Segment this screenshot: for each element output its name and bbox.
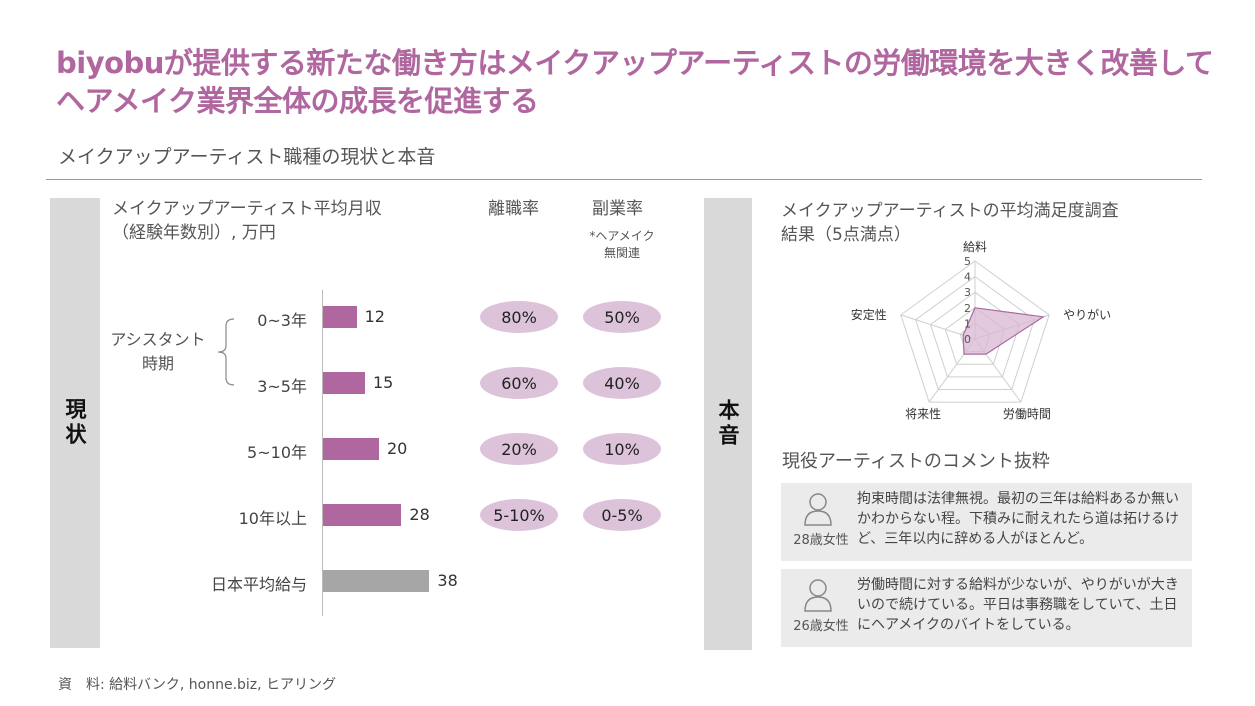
bar-value-label: 20 [387, 439, 408, 458]
turnover-rate-pill: 20% [480, 433, 558, 465]
current-status-label: 現状 [63, 398, 87, 448]
category-label: 3~5年 [257, 377, 307, 396]
person-icon [804, 579, 832, 612]
page-title: biyobuが提供する新たな働き方はメイクアップアーティストの労働環境を大きく改… [56, 46, 1214, 118]
category-label: 5~10年 [247, 443, 307, 462]
comment-card: 26歳女性 労働時間に対する給料が少ないが、やりがいが大きいので続けている。平日… [781, 569, 1192, 647]
true-feelings-label-box: 本音 [704, 198, 752, 650]
category-label: 日本平均給与 [210, 575, 307, 594]
source-note: 資 料: 給料バンク, honne.biz, ヒアリング [58, 677, 337, 693]
income-bar [323, 570, 430, 592]
turnover-header: 離職率 [488, 199, 539, 219]
comment-author: 26歳女性 [793, 619, 849, 634]
comment-text: 労働時間に対する給料が少ないが、やりがいが大きいので続けている。平日は事務職をし… [857, 577, 1179, 633]
assistant-period-label: アシスタント 時期 [110, 330, 206, 373]
bar-axis [322, 290, 323, 616]
bar-value-label: 12 [364, 307, 385, 326]
category-label: 10年以上 [238, 509, 307, 528]
radar-axis-label: 労働時間 [1003, 407, 1051, 421]
comments-header: 現役アーティストのコメント抜粋 [782, 451, 1050, 472]
radar-series-area [962, 307, 1045, 355]
comment-text: 拘束時間は法律無視。最初の三年は給料あるか無いかわからない程。下積みに耐えれたら… [857, 491, 1179, 547]
income-bar [323, 306, 357, 328]
radar-tick-label: 3 [964, 286, 971, 299]
radar-tick-label: 4 [964, 271, 971, 284]
sidejob-rate-pill: 40% [583, 367, 661, 399]
radar-grid-ring [900, 260, 1050, 403]
radar-tick-label: 5 [964, 255, 971, 268]
divider [46, 179, 1202, 180]
bar-value-label: 28 [409, 505, 430, 524]
survey-header: メイクアップアーティストの平均満足度調査 結果（5点満点） [781, 201, 1119, 245]
sidejob-header: 副業率 [592, 199, 643, 219]
category-label: 0~3年 [257, 311, 307, 330]
turnover-rate-pill: 5-10% [480, 499, 558, 531]
income-bar [323, 372, 365, 394]
sidejob-rate-pill: 0-5% [583, 499, 661, 531]
comment-card: 28歳女性 拘束時間は法律無視。最初の三年は給料あるか無いかわからない程。下積み… [781, 483, 1192, 561]
radar-axis-label: やりがい [1063, 307, 1111, 322]
radar-tick-label: 1 [964, 317, 971, 330]
income-header: メイクアップアーティスト平均月収 （経験年数別）, 万円 [112, 199, 382, 243]
radar-grid-ring [915, 275, 1035, 390]
radar-axis-label: 安定性 [851, 307, 887, 322]
true-feelings-label: 本音 [716, 399, 740, 449]
turnover-rate-pill: 80% [480, 301, 558, 333]
sidejob-rate-pill: 10% [583, 433, 661, 465]
income-bar [323, 438, 379, 460]
person-icon [804, 493, 832, 526]
income-bar [323, 504, 402, 526]
sidejob-note: *ヘアメイク 無関連 [589, 229, 655, 260]
radar-axis-label: 給料 [963, 240, 987, 254]
section-subtitle: メイクアップアーティスト職種の現状と本音 [58, 146, 436, 168]
radar-tick-label: 2 [964, 302, 971, 315]
bar-value-label: 15 [373, 373, 394, 392]
bracket-icon [217, 318, 235, 386]
sidejob-rate-pill: 50% [583, 301, 661, 333]
bar-value-label: 38 [437, 571, 458, 590]
radar-axis-label: 将来性 [905, 407, 941, 421]
radar-tick-label: 0 [964, 333, 971, 346]
comment-author: 28歳女性 [793, 533, 849, 548]
current-status-label-box: 現状 [50, 198, 100, 648]
turnover-rate-pill: 60% [480, 367, 558, 399]
